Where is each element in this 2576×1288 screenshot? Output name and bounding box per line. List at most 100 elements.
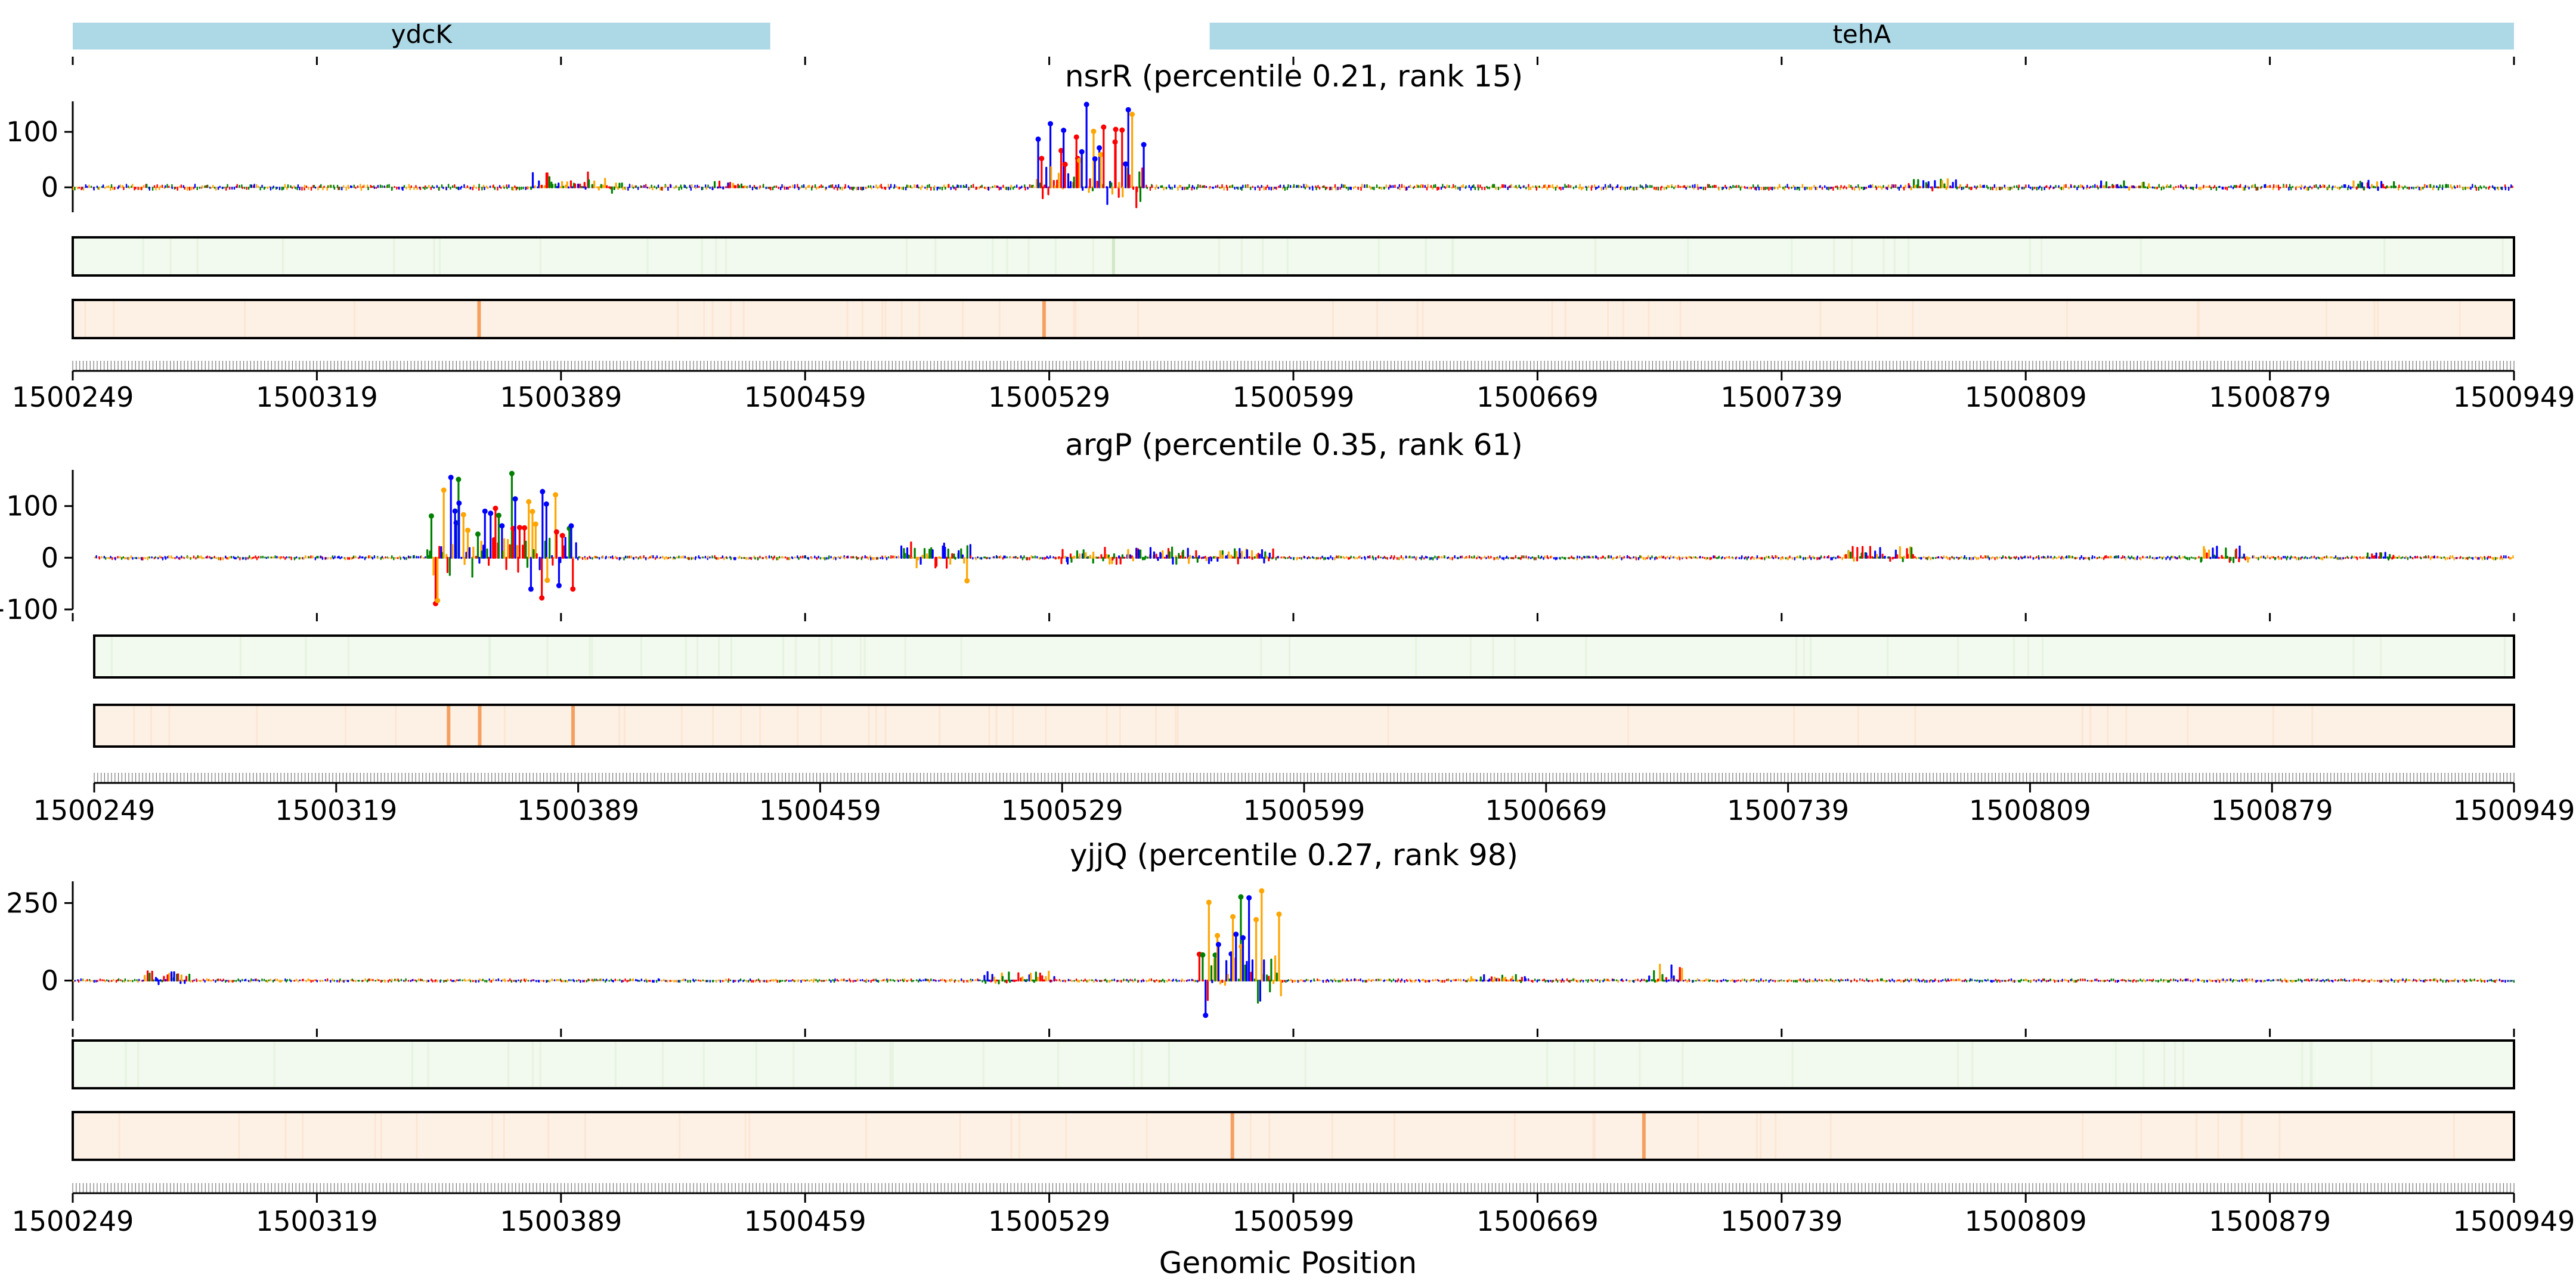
logo-letter-T (1073, 134, 1079, 140)
orange-heatmap-cell (2187, 705, 2189, 747)
logo-letter-C (1083, 101, 1089, 107)
green-heatmap-cell (239, 636, 242, 677)
x-tick-label: 1500599 (1233, 381, 1355, 413)
logo-letter-G (532, 521, 538, 527)
logo-letter-C (499, 523, 505, 529)
green-heatmap-cell (1803, 636, 1805, 677)
green-heatmap-cell (539, 237, 541, 275)
orange-heatmap-cell (2196, 300, 2199, 338)
orange-heatmap-cell (2081, 705, 2083, 747)
green-heatmap-cell (1513, 636, 1516, 677)
x-tick-label: 1500669 (1476, 381, 1599, 413)
green-heatmap-cell (640, 636, 642, 677)
orange-heatmap-cell (1422, 300, 1424, 338)
green-heatmap-cell (1887, 636, 1889, 677)
green-heatmap-cell (348, 636, 350, 677)
green-heatmap-cell (1908, 237, 1910, 275)
orange-heatmap-cell (168, 705, 171, 747)
green-heatmap-cell (1240, 237, 1243, 275)
orange-heatmap-strip (94, 705, 2514, 747)
orange-heatmap-cell (1119, 705, 1121, 747)
gene-bar-ydcK (73, 23, 770, 49)
green-heatmap-cell (2504, 636, 2506, 677)
logo-letter-T (570, 586, 576, 592)
orange-heatmap-cell (1627, 705, 1629, 747)
orange-heatmap-cell (884, 705, 887, 747)
logo-letter-G (465, 527, 471, 533)
orange-heatmap-cell (1648, 300, 1650, 338)
green-heatmap-cell (2042, 636, 2044, 677)
green-heatmap-cell (589, 636, 591, 677)
logo-letter-T (539, 595, 545, 601)
green-heatmap-cell (1377, 237, 1380, 275)
green-heatmap-cell (1054, 237, 1057, 275)
orange-heatmap-cell (677, 300, 679, 338)
green-heatmap-cell (2027, 636, 2029, 677)
green-heatmap-peak (1111, 237, 1115, 275)
y-tick-label: 250 (6, 887, 58, 919)
logo-letter-G (441, 487, 447, 493)
green-heatmap-cell (1415, 636, 1417, 677)
y-tick-label: 0 (41, 171, 58, 203)
logo-letter-G (964, 578, 970, 584)
x-tick-label: 1500319 (275, 794, 397, 826)
logo-letter-A (475, 531, 481, 537)
orange-heatmap-cell (1819, 300, 1822, 338)
logo-letter-C (1061, 128, 1067, 134)
orange-heatmap-cell (1176, 705, 1179, 747)
green-heatmap-cell (1594, 237, 1596, 275)
logo-letter-C (543, 501, 549, 507)
orange-heatmap-cell (740, 705, 742, 747)
orange-heatmap-cell (1332, 300, 1334, 338)
orange-heatmap-cell (1551, 300, 1553, 338)
orange-heatmap-cell (2326, 300, 2328, 338)
orange-heatmap-cell (703, 300, 705, 338)
logo-letter-C (1092, 156, 1098, 162)
green-heatmap-cell (1810, 636, 1812, 677)
green-heatmap-cell (1687, 237, 1689, 275)
x-tick-label: 1500529 (988, 381, 1110, 413)
orange-heatmap-cell (344, 705, 346, 747)
green-heatmap-cell (1218, 237, 1221, 275)
green-heatmap-cell (992, 237, 994, 275)
green-strip-frame (72, 236, 2515, 277)
orange-heatmap-cell (797, 705, 799, 747)
logo-letter-T (559, 532, 565, 538)
orange-heatmap-cell (868, 705, 870, 747)
logo-letter-G (435, 597, 441, 603)
logo-letter-G (1098, 151, 1104, 157)
logo-letter-C (512, 496, 518, 502)
orange-heatmap-cell (1857, 705, 1859, 747)
green-heatmap-cell (782, 636, 784, 677)
green-heatmap-cell (1585, 636, 1587, 677)
green-heatmap-cell (1027, 237, 1030, 275)
orange-heatmap-cell (1793, 705, 1795, 747)
y-tick-label: −100 (0, 593, 58, 626)
logo-letter-C (540, 488, 546, 494)
logo-letter-G (1091, 128, 1097, 134)
logo-letter-C (456, 500, 462, 506)
logo-letter-G (526, 499, 532, 504)
orange-heatmap-cell (1914, 705, 1916, 747)
logo-letter-C (1123, 161, 1129, 167)
green-heatmap-cell (142, 237, 144, 275)
green-heatmap-cell (2501, 237, 2504, 275)
gene-bar-tehA (1209, 23, 2514, 49)
green-heatmap-cell (1286, 237, 1289, 275)
y-tick-label: 0 (41, 964, 58, 996)
green-heatmap-cell (591, 636, 593, 677)
green-heatmap-cell (1006, 237, 1008, 275)
orange-heatmap-cell (1876, 300, 1878, 338)
green-heatmap-cell (685, 636, 687, 677)
green-heatmap-cell (1893, 237, 1896, 275)
green-heatmap-cell (1262, 237, 1264, 275)
logo-letter-T (1101, 124, 1107, 130)
orange-heatmap-cell (618, 705, 621, 747)
green-heatmap-cell (2029, 237, 2031, 275)
green-heatmap-cell (488, 636, 491, 677)
logo-letter-T (1062, 162, 1068, 168)
logo-letter-T (1119, 127, 1125, 133)
orange-heatmap-cell (900, 300, 903, 338)
green-heatmap-cell (818, 636, 821, 677)
orange-heatmap-peak (478, 705, 482, 747)
